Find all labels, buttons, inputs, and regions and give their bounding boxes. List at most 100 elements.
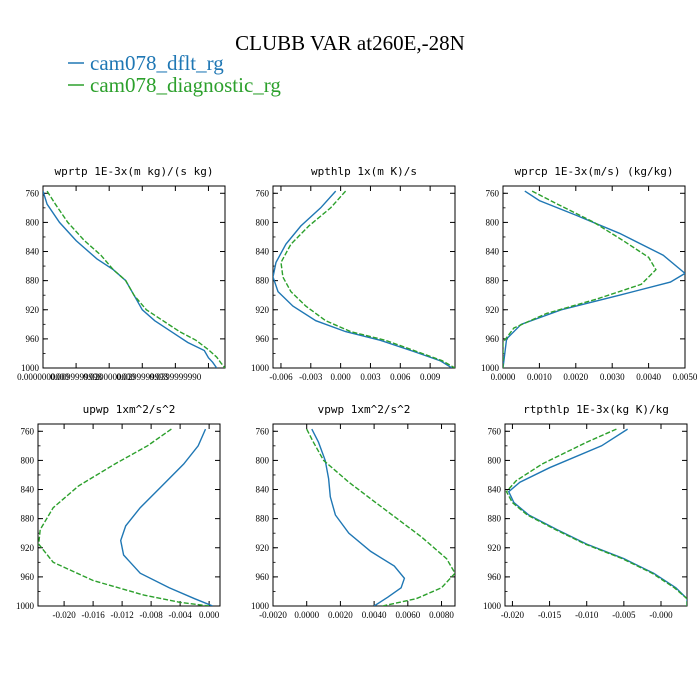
y-tick-label: 800 <box>21 455 35 465</box>
panel-title: rtpthlp 1E-3x(kg K)/kg <box>523 403 669 416</box>
y-tick-label: 1000 <box>16 601 35 611</box>
figure-title: CLUBB VAR at260E,-28N <box>235 31 465 55</box>
series-line-dflt <box>273 190 453 368</box>
x-tick-label: 0.0000 <box>294 610 319 620</box>
y-tick-label: 920 <box>488 543 502 553</box>
series-line-dflt <box>503 190 685 368</box>
panel-rtpthlp: rtpthlp 1E-3x(kg K)/kg 760 800 840 880 920 960… <box>483 403 688 620</box>
panel-wprtp: wprtp 1E-3x(m kg)/(s kg) 760 800 840 880 920 9… <box>17 165 226 382</box>
x-tick-label: 0.0000000000 <box>17 372 69 382</box>
series-line-dflt <box>311 428 406 606</box>
y-tick-label: 1000 <box>251 601 270 611</box>
series-line-dflt <box>43 190 218 368</box>
y-tick-label: 760 <box>256 188 270 198</box>
y-tick-label: 960 <box>488 572 502 582</box>
x-tick-label: 0.0040 <box>362 610 387 620</box>
y-tick-label: 800 <box>256 455 270 465</box>
plot-frame <box>272 423 456 607</box>
series-line-diagnostic <box>306 428 455 606</box>
y-tick-label: 800 <box>256 217 270 227</box>
x-tick-label: 0.0299999993 <box>116 372 168 382</box>
y-tick-label: 880 <box>256 276 270 286</box>
y-tick-label: 760 <box>26 188 40 198</box>
panel-upwp: upwp 1xm^2/s^2 760 800 840 880 920 960 1000 -0.0… <box>16 403 221 620</box>
x-tick-label: 0.0020 <box>563 372 588 382</box>
x-tick-label: 0.0200000000 <box>83 372 135 382</box>
y-tick-label: 960 <box>486 334 500 344</box>
x-tick-label: -0.006 <box>269 372 293 382</box>
panel-wprcp: wprcp 1E-3x(m/s) (kg/kg) 760 800 840 880 920 9… <box>481 165 698 382</box>
x-tick-label: 0.000 <box>331 372 352 382</box>
x-tick-label: -0.010 <box>575 610 599 620</box>
y-tick-label: 840 <box>21 485 35 495</box>
x-tick-label: -0.005 <box>612 610 636 620</box>
legend-label-diagnostic: cam078_diagnostic_rg <box>90 73 281 97</box>
y-tick-label: 800 <box>486 217 500 227</box>
y-tick-label: 920 <box>256 543 270 553</box>
y-tick-label: 960 <box>26 334 40 344</box>
x-tick-label: 0.000 <box>199 610 220 620</box>
plot-frame <box>502 185 686 369</box>
y-tick-label: 880 <box>488 514 502 524</box>
series-line-diagnostic <box>503 190 657 368</box>
x-tick-label: -0.015 <box>538 610 562 620</box>
y-tick-label: 1000 <box>483 601 502 611</box>
y-tick-label: 760 <box>486 188 500 198</box>
panel-title: wprcp 1E-3x(m/s) (kg/kg) <box>515 165 674 178</box>
y-tick-label: 1000 <box>481 363 500 373</box>
x-tick-label: 0.0040 <box>636 372 661 382</box>
panel-title: upwp 1xm^2/s^2 <box>83 403 176 416</box>
y-tick-label: 840 <box>26 247 40 257</box>
x-tick-label: -0.003 <box>299 372 323 382</box>
y-tick-label: 920 <box>486 305 500 315</box>
x-tick-label: 0.0010 <box>527 372 552 382</box>
y-tick-label: 960 <box>256 334 270 344</box>
plot-frame <box>272 185 456 369</box>
y-tick-label: 760 <box>256 426 270 436</box>
x-tick-label: -0.020 <box>501 610 525 620</box>
plot-frame <box>504 423 688 607</box>
x-tick-label: 0.0000 <box>491 372 516 382</box>
x-tick-label: -0.016 <box>81 610 105 620</box>
x-tick-label: -0.020 <box>52 610 76 620</box>
x-tick-label: 0.0080 <box>429 610 454 620</box>
y-tick-label: 840 <box>486 247 500 257</box>
x-tick-label: 0.009 <box>420 372 441 382</box>
panel-title: wprtp 1E-3x(m kg)/(s kg) <box>55 165 214 178</box>
legend-label-dflt: cam078_dflt_rg <box>90 51 224 75</box>
y-tick-label: 920 <box>26 305 40 315</box>
panel-title: wpthlp 1x(m K)/s <box>311 165 417 178</box>
series-line-diagnostic <box>38 428 210 606</box>
y-tick-label: 920 <box>256 305 270 315</box>
y-tick-label: 1000 <box>251 363 270 373</box>
x-tick-label: 0.0020 <box>328 610 353 620</box>
y-tick-label: 880 <box>256 514 270 524</box>
y-tick-label: 840 <box>256 247 270 257</box>
x-tick-label: -0.000 <box>649 610 673 620</box>
y-tick-label: 920 <box>21 543 35 553</box>
y-tick-label: 800 <box>26 217 40 227</box>
y-tick-label: 880 <box>21 514 35 524</box>
panel-title: vpwp 1xm^2/s^2 <box>318 403 411 416</box>
x-tick-label: 0.0060 <box>395 610 420 620</box>
figure-legend: cam078_dflt_rg cam078_diagnostic_rg <box>68 51 281 97</box>
panel-vpwp: vpwp 1xm^2/s^2 760 800 840 880 920 960 1000-0.0… <box>251 403 456 620</box>
y-tick-label: 800 <box>488 455 502 465</box>
series-line-dflt <box>119 428 213 606</box>
x-tick-label: -0.004 <box>168 610 192 620</box>
plot-frame <box>42 185 226 369</box>
series-line-diagnostic <box>505 428 687 606</box>
y-tick-label: 1000 <box>21 363 40 373</box>
y-tick-label: 840 <box>256 485 270 495</box>
series-line-dflt <box>507 428 687 606</box>
x-tick-label: -0.012 <box>110 610 133 620</box>
plot-frame <box>37 423 221 607</box>
x-tick-label: 0.0050 <box>673 372 698 382</box>
x-tick-label: -0.008 <box>139 610 163 620</box>
y-tick-label: 840 <box>488 485 502 495</box>
y-tick-label: 760 <box>488 426 502 436</box>
y-tick-label: 880 <box>26 276 40 286</box>
x-tick-label: 0.0030 <box>600 372 625 382</box>
y-tick-label: 960 <box>21 572 35 582</box>
